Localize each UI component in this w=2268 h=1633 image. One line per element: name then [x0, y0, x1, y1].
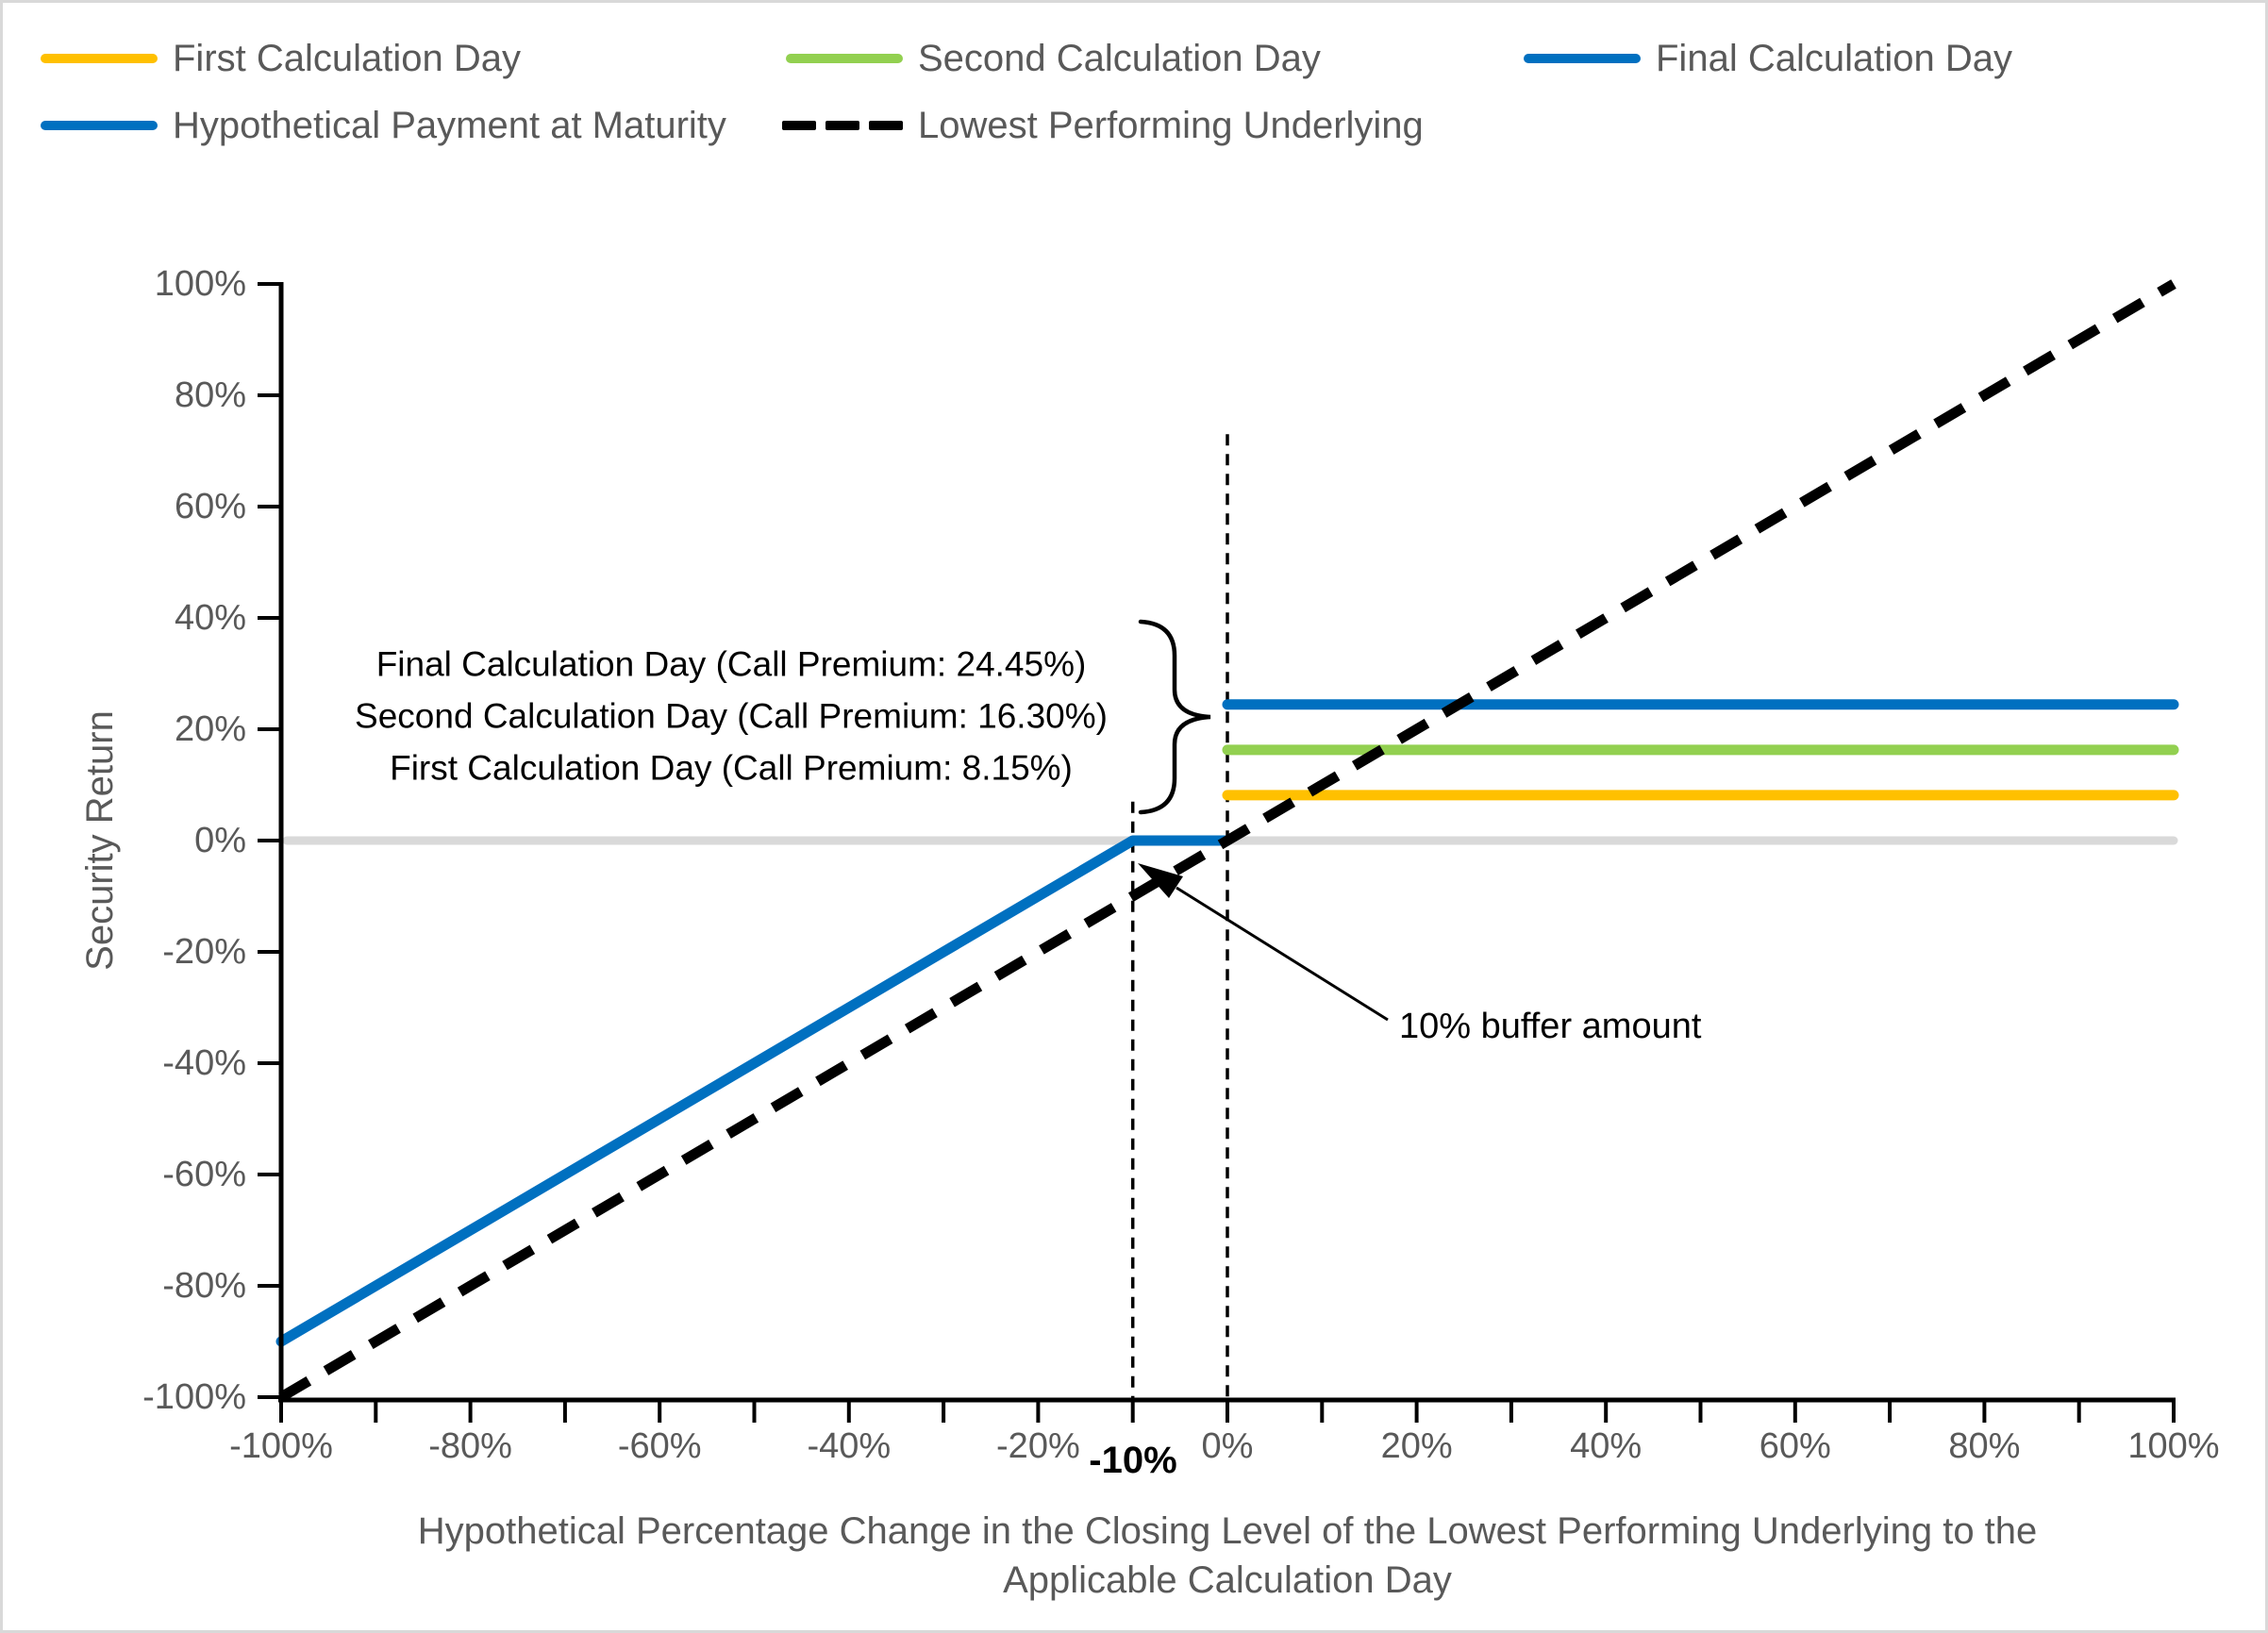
x-tick-label--40%: -40%: [807, 1426, 891, 1466]
x-tick-label-40%: 40%: [1570, 1426, 1642, 1466]
y-tick-label--80%: -80%: [162, 1266, 246, 1306]
legend-item-hypothetical-payment-at-maturity: Hypothetical Payment at Maturity: [41, 105, 726, 146]
legend-swatch-lowest-performing-underlying: [782, 121, 903, 130]
y-tick-label-40%: 40%: [175, 598, 246, 638]
axes-layer: [258, 282, 2176, 1423]
x-tick-label--100%: -100%: [229, 1426, 333, 1466]
legend-swatch-hypothetical-payment-at-maturity: [41, 121, 158, 130]
x-tick-label--80%: -80%: [428, 1426, 512, 1466]
y-tick-label--20%: -20%: [162, 932, 246, 972]
y-tick-label-0%: 0%: [194, 821, 246, 860]
annotation-second-call-premium: Second Calculation Day (Call Premium: 16…: [355, 697, 1108, 736]
annotation-first-call-premium: First Calculation Day (Call Premium: 8.1…: [390, 749, 1073, 788]
x-tick-label--20%: -20%: [996, 1426, 1080, 1466]
x-tick-label-60%: 60%: [1759, 1426, 1831, 1466]
x-tick-label-20%: 20%: [1381, 1426, 1453, 1466]
series-lowest-performing-underlying: [278, 279, 2176, 1402]
y-tick-label--40%: -40%: [162, 1043, 246, 1083]
buffer-arrow-head: [1138, 863, 1183, 898]
y-tick-label--60%: -60%: [162, 1155, 246, 1194]
legend-dash-segment: [782, 121, 816, 130]
y-axis-title: Security Return: [79, 710, 121, 971]
legend-label-final-calculation-day: Final Calculation Day: [1656, 38, 2012, 79]
legend-dash-segment: [825, 121, 859, 130]
x-tick-label-100%: 100%: [2127, 1426, 2219, 1466]
x-tick-label-0%: 0%: [1202, 1426, 1254, 1466]
series-hypothetical-payment-at-maturity: [275, 835, 1233, 1347]
legend-item-first-calculation-day: First Calculation Day: [41, 38, 521, 79]
x-axis-title-line2: Applicable Calculation Day: [1003, 1559, 1452, 1601]
y-tick-label--100%: -100%: [142, 1377, 246, 1417]
legend-swatch-first-calculation-day: [41, 54, 158, 63]
buffer-amount-label: 10% buffer amount: [1399, 1007, 1702, 1046]
legend-label-first-calculation-day: First Calculation Day: [173, 38, 522, 79]
x-tick-label-80%: 80%: [1948, 1426, 2020, 1466]
y-tick-label-100%: 100%: [155, 264, 246, 304]
legend-label-hypothetical-payment-at-maturity: Hypothetical Payment at Maturity: [173, 105, 726, 146]
annotation-final-call-premium: Final Calculation Day (Call Premium: 24.…: [376, 645, 1087, 684]
buffer-arrow-line: [1176, 886, 1389, 1022]
legend-item-final-calculation-day: Final Calculation Day: [1524, 38, 2012, 79]
legend-dash-segment: [869, 121, 903, 130]
legend-item-lowest-performing-underlying: Lowest Performing Underlying: [782, 105, 1424, 146]
legend-label-lowest-performing-underlying: Lowest Performing Underlying: [918, 105, 1424, 146]
y-tick-label-20%: 20%: [175, 709, 246, 749]
legend-label-second-calculation-day: Second Calculation Day: [918, 38, 1321, 79]
y-tick-label-60%: 60%: [175, 487, 246, 526]
curly-brace: [1138, 619, 1211, 815]
payoff-chart: -100% -80% -60% -40% -20% 0% 20% 40% 60% 80% 100% 1…: [79, 264, 2220, 1601]
legend-item-second-calculation-day: Second Calculation Day: [786, 38, 1321, 79]
legend-swatch-second-calculation-day: [786, 54, 903, 63]
x-axis-title-line1: Hypothetical Percentage Change in the Cl…: [418, 1510, 2038, 1552]
y-tick-label-80%: 80%: [175, 375, 246, 415]
tick-labels-layer: -100% -80% -60% -40% -20% 0% 20% 40% 60% 80% 100% 1…: [142, 264, 2219, 1466]
guide-lines-layer: [1130, 434, 1229, 1400]
legend-swatch-final-calculation-day: [1524, 54, 1641, 63]
buffer-tick-label: -10%: [1089, 1440, 1176, 1481]
series-layer: [275, 279, 2179, 1402]
x-tick-label--60%: -60%: [618, 1426, 702, 1466]
